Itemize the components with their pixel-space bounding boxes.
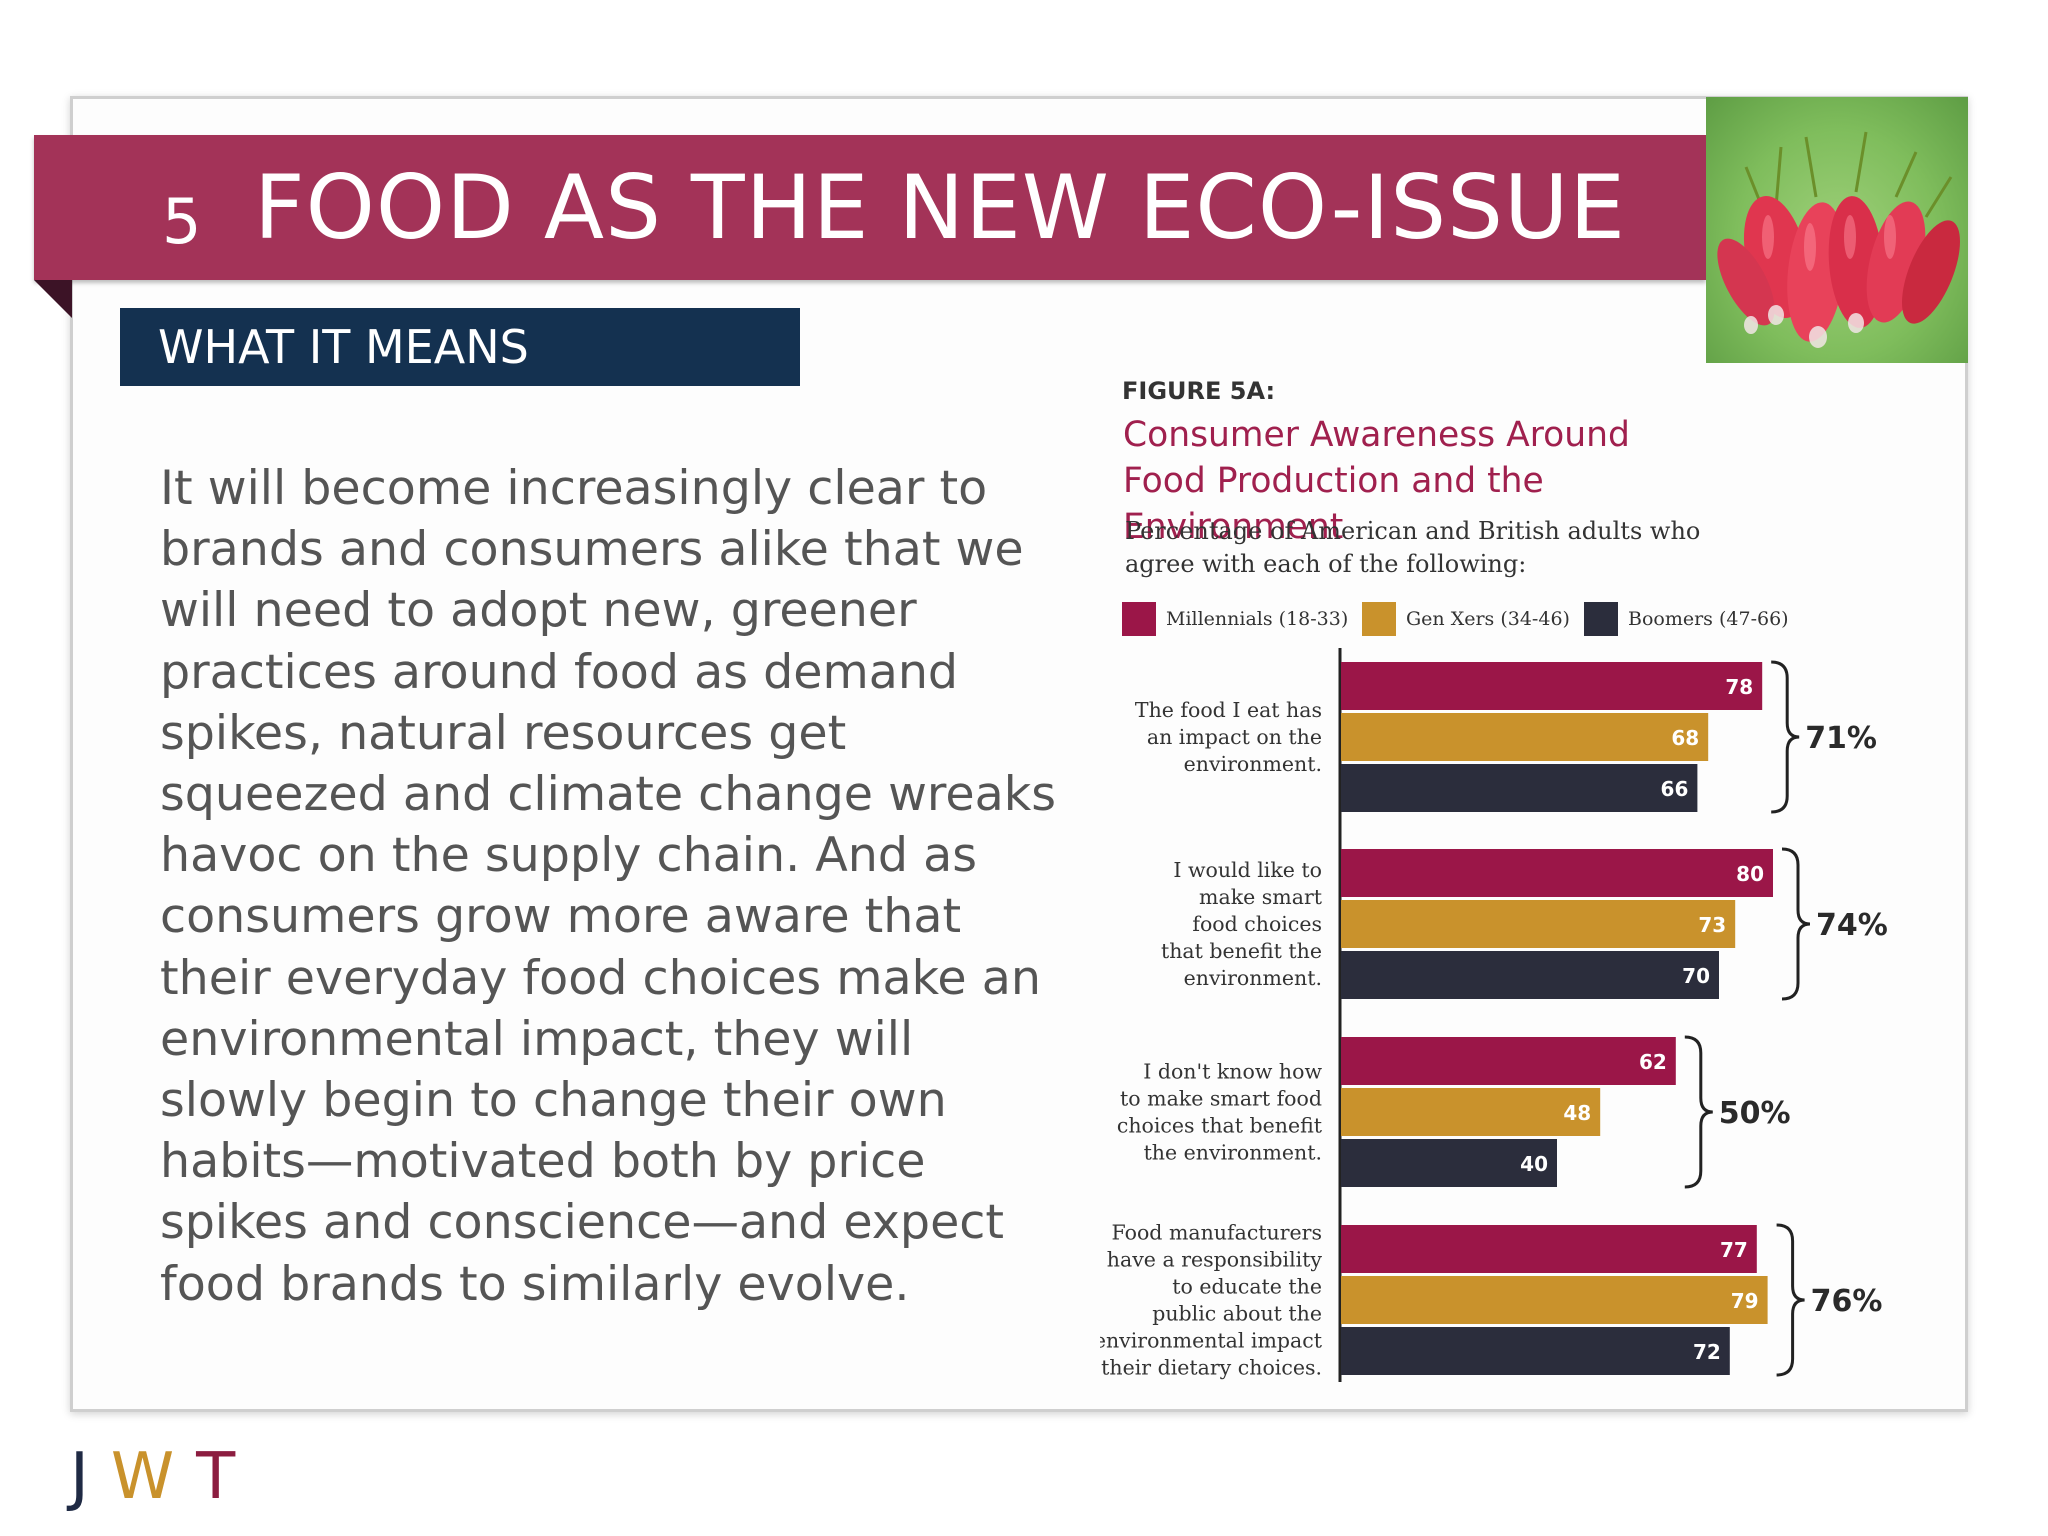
bar-millennials-1	[1341, 662, 1763, 710]
chart-title: Consumer Awareness Around Food Productio…	[1123, 415, 1630, 547]
chart-subtitle: Percentage of American and British adult…	[1125, 517, 1701, 578]
value-label-millennials-1: 78	[1725, 675, 1753, 699]
total-label-3: 50%	[1719, 1096, 1791, 1131]
banner-fold	[34, 280, 72, 318]
legend-swatch-boomers	[1584, 602, 1618, 636]
logo-letter-j: J	[70, 1440, 89, 1514]
radishes-illustration	[1717, 131, 1960, 348]
section-number: 5	[162, 185, 202, 258]
value-label-gen-x-2: 73	[1698, 913, 1726, 937]
category-label-3: I don't know how to make smart food choice…	[1117, 1060, 1323, 1165]
category-label-2: I would like to make smart food choices tha…	[1161, 858, 1323, 990]
legend-label-millennials: Millennials (18-33)	[1166, 608, 1349, 630]
category-label-4: Food manufacturers have a responsibility t…	[1100, 1221, 1323, 1380]
group-brace-1	[1771, 660, 1800, 814]
bar-boomers-1	[1341, 764, 1698, 812]
value-label-millennials-4: 77	[1720, 1238, 1748, 1262]
value-label-boomers-3: 40	[1520, 1152, 1548, 1176]
value-label-boomers-1: 66	[1661, 777, 1689, 801]
total-label-4: 76%	[1811, 1284, 1883, 1319]
group-brace-3	[1684, 1035, 1713, 1189]
radishes-photo	[1706, 97, 1968, 363]
legend-swatch-gen-x	[1362, 602, 1396, 636]
value-label-gen-x-4: 79	[1731, 1289, 1759, 1313]
bar-millennials-3	[1341, 1037, 1676, 1085]
value-label-boomers-4: 72	[1693, 1340, 1721, 1364]
logo-letter-t: T	[196, 1440, 236, 1514]
value-label-millennials-3: 62	[1639, 1050, 1667, 1074]
body-paragraph: It will become increasingly clear to bra…	[160, 461, 1056, 1312]
slide-title: FOOD AS THE NEW ECO-ISSUE	[254, 156, 1627, 259]
title-banner: 5 FOOD AS THE NEW ECO-ISSUE	[34, 135, 1706, 280]
value-label-gen-x-1: 68	[1671, 726, 1699, 750]
group-brace-2	[1781, 847, 1811, 1001]
section-banner: WHAT IT MEANS	[120, 308, 800, 386]
total-label-2: 74%	[1816, 908, 1888, 943]
legend-swatch-millennials	[1122, 602, 1156, 636]
legend-label-gen-x: Gen Xers (34-46)	[1406, 608, 1570, 630]
bar-millennials-4	[1341, 1225, 1757, 1273]
figure-label: FIGURE 5A:	[1122, 377, 1276, 405]
category-label-1: The food I eat has an impact on the enviro…	[1135, 698, 1322, 776]
section-label: WHAT IT MEANS	[158, 320, 529, 374]
group-brace-4	[1776, 1223, 1805, 1377]
bar-boomers-2	[1341, 951, 1719, 999]
bar-boomers-3	[1341, 1139, 1557, 1187]
bar-millennials-2	[1341, 849, 1773, 897]
value-label-boomers-2: 70	[1682, 964, 1710, 988]
value-label-millennials-2: 80	[1736, 862, 1764, 886]
bar-gen-x-4	[1341, 1276, 1768, 1324]
bar-chart: 78 68 66 The food I eat has an impact on the…	[1100, 648, 1888, 1382]
logo-letter-w: W	[110, 1440, 175, 1514]
bar-gen-x-2	[1341, 900, 1736, 948]
bar-boomers-4	[1341, 1327, 1730, 1375]
bar-gen-x-3	[1341, 1088, 1601, 1136]
bar-gen-x-1	[1341, 713, 1709, 761]
total-label-1: 71%	[1805, 721, 1877, 756]
value-label-gen-x-3: 48	[1563, 1101, 1591, 1125]
legend-label-boomers: Boomers (47-66)	[1628, 608, 1789, 630]
